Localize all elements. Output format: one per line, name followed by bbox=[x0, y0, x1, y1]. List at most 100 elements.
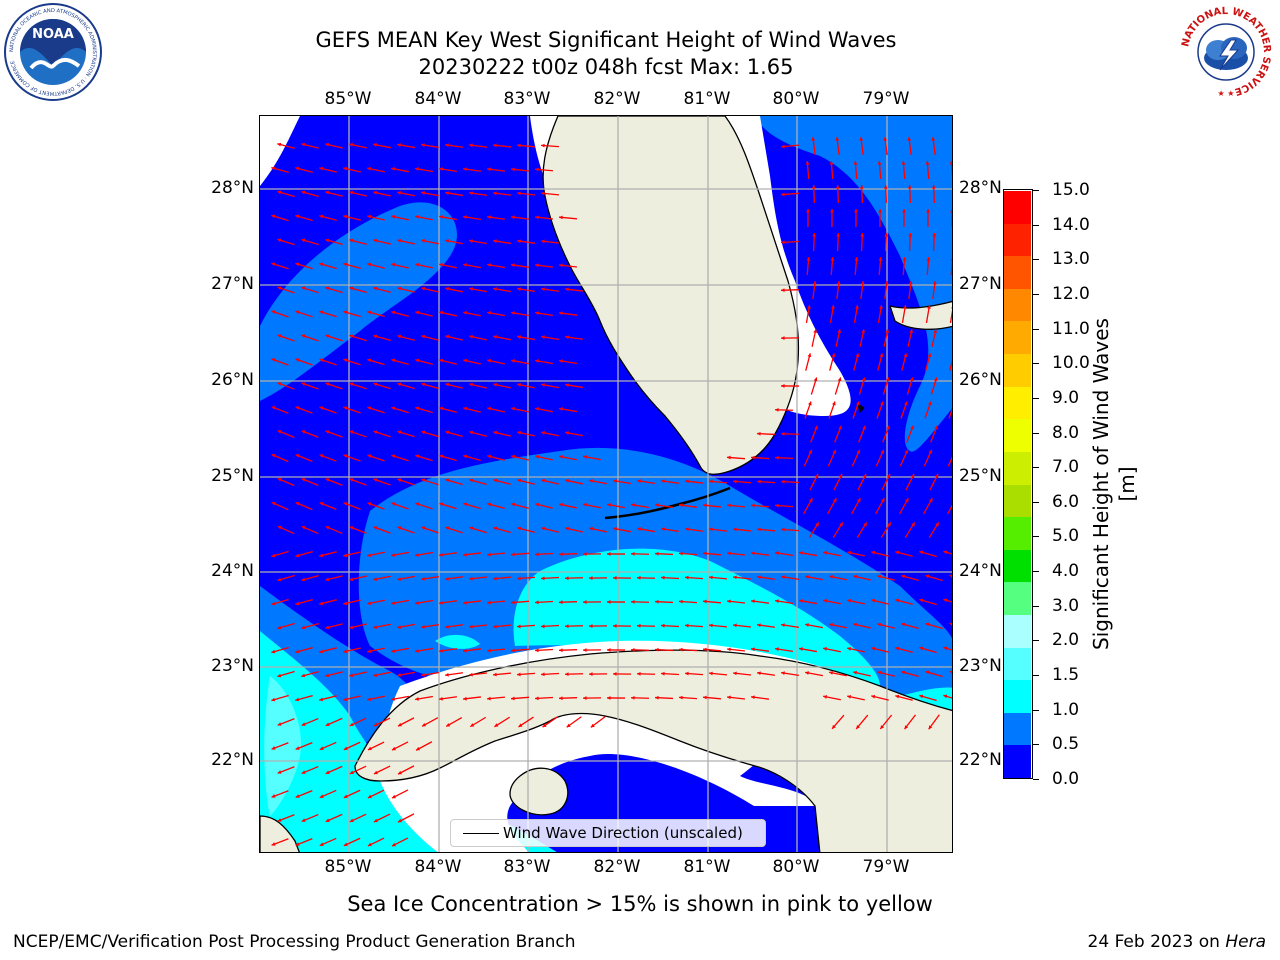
wind-wave-arrowhead bbox=[271, 358, 276, 362]
wind-wave-arrowhead bbox=[463, 215, 467, 220]
wind-wave-arrowhead bbox=[439, 648, 443, 653]
wind-wave-arrowhead bbox=[885, 329, 890, 334]
wind-wave-arrowhead bbox=[637, 671, 641, 676]
wind-wave-arrowhead bbox=[367, 502, 372, 506]
wind-wave-arrowhead bbox=[541, 287, 545, 292]
wind-wave-arrowhead bbox=[565, 672, 569, 677]
wind-wave-arrowhead bbox=[397, 526, 402, 530]
wind-wave-arrowhead bbox=[343, 454, 348, 458]
wind-wave-arrowhead bbox=[757, 479, 761, 484]
wind-wave-arrowhead bbox=[325, 430, 330, 434]
wind-wave-arrowhead bbox=[607, 696, 611, 700]
wind-wave-arrowhead bbox=[469, 478, 474, 483]
wind-wave-arrowhead bbox=[895, 598, 900, 603]
wind-wave-arrowhead bbox=[855, 353, 860, 358]
wind-wave-arrowhead bbox=[535, 454, 540, 459]
colorbar-tick-label: 15.0 bbox=[1052, 180, 1090, 200]
wind-wave-arrowhead bbox=[895, 550, 900, 555]
wind-wave-arrowhead bbox=[781, 575, 785, 580]
wind-wave-arrowhead bbox=[589, 624, 593, 628]
wind-wave-arrowhead bbox=[301, 286, 306, 291]
wind-wave-arrowhead bbox=[319, 794, 324, 798]
colorbar-segment bbox=[1004, 744, 1031, 778]
wind-wave-arrowhead bbox=[469, 624, 473, 629]
wind-wave-arrowhead bbox=[709, 527, 713, 532]
wind-wave-arrowhead bbox=[883, 137, 888, 141]
colorbar-tick-label: 0.5 bbox=[1052, 734, 1080, 755]
wind-wave-arrowhead bbox=[397, 143, 401, 147]
wind-wave-arrowhead bbox=[559, 359, 563, 364]
wind-wave-arrowhead bbox=[421, 430, 426, 435]
wind-wave-arrowhead bbox=[541, 526, 546, 531]
wind-wave-arrowhead bbox=[487, 454, 492, 459]
wind-wave-arrowhead bbox=[517, 335, 521, 339]
wind-wave-arrowhead bbox=[807, 305, 811, 309]
wind-wave-arrowhead bbox=[811, 185, 816, 189]
colorbar-tick-label: 11.0 bbox=[1052, 318, 1090, 339]
wind-wave-arrowhead bbox=[319, 601, 324, 606]
wind-wave-arrowhead bbox=[301, 478, 306, 482]
wind-wave-arrowhead bbox=[847, 598, 852, 603]
wind-wave-arrowhead bbox=[469, 143, 473, 148]
wind-wave-arrowhead bbox=[301, 382, 306, 386]
wind-wave-arrowhead bbox=[812, 233, 817, 237]
wind-wave-arrowhead bbox=[445, 287, 450, 291]
wind-wave-arrowhead bbox=[421, 286, 426, 291]
wind-wave-arrowhead bbox=[487, 696, 491, 701]
wind-wave-arrowhead bbox=[325, 722, 330, 726]
wind-wave-arrowhead bbox=[349, 238, 354, 243]
wind-wave-arrowhead bbox=[838, 425, 842, 430]
land-south bbox=[900, 806, 952, 852]
wind-wave-arrowhead bbox=[607, 503, 611, 507]
wind-wave-arrowhead bbox=[343, 746, 348, 751]
colorbar-segment bbox=[1004, 190, 1031, 224]
wind-wave-arrowhead bbox=[919, 646, 924, 651]
wind-wave-arrowhead bbox=[685, 479, 689, 484]
wind-wave-arrowhead bbox=[277, 382, 282, 386]
wind-wave-arrowhead bbox=[367, 310, 372, 315]
wind-wave-arrowhead bbox=[445, 239, 449, 243]
wind-wave-arrowhead bbox=[445, 478, 450, 483]
wind-wave-arrowhead bbox=[703, 599, 707, 604]
wind-wave-arrowhead bbox=[349, 142, 354, 147]
wind-wave-arrowhead bbox=[271, 454, 276, 458]
wind-wave-arrowhead bbox=[325, 818, 330, 822]
wind-wave-arrowhead bbox=[445, 430, 450, 435]
wind-wave-arrowhead bbox=[541, 431, 545, 435]
wind-wave-arrowhead bbox=[727, 503, 731, 508]
wind-wave-arrowhead bbox=[871, 694, 876, 699]
wind-wave-arrowhead bbox=[541, 624, 545, 629]
wind-wave-arrowhead bbox=[932, 281, 937, 285]
wind-wave-arrowhead bbox=[277, 286, 282, 291]
wind-wave-arrowhead bbox=[860, 233, 865, 237]
wind-wave-arrowhead bbox=[883, 185, 888, 189]
wind-wave-arrowhead bbox=[854, 209, 858, 213]
wind-wave-arrowhead bbox=[655, 551, 659, 556]
wind-wave-arrowhead bbox=[541, 576, 545, 581]
wind-wave-arrowhead bbox=[367, 601, 372, 605]
lon-label-top: 81°W bbox=[683, 89, 731, 109]
wind-wave-arrowhead bbox=[469, 287, 473, 291]
colorbar-segment bbox=[1004, 679, 1031, 713]
wind-wave-arrowhead bbox=[807, 353, 812, 358]
wind-wave-arrowhead bbox=[421, 334, 426, 339]
wind-wave-arrowhead bbox=[271, 166, 276, 171]
wind-wave-arrowhead bbox=[373, 478, 378, 482]
colorbar-tick-mark bbox=[1033, 432, 1039, 434]
wind-wave-arrowhead bbox=[703, 551, 707, 556]
wind-wave-arrowhead bbox=[836, 233, 841, 237]
wind-wave-arrowhead bbox=[727, 647, 731, 652]
wind-wave-arrowhead bbox=[856, 449, 860, 454]
wind-wave-arrowhead bbox=[837, 329, 842, 334]
wind-wave-arrowhead bbox=[565, 287, 569, 292]
wind-wave-arrowhead bbox=[397, 625, 401, 629]
wind-wave-arrowhead bbox=[871, 598, 876, 603]
wind-wave-arrowhead bbox=[559, 311, 563, 316]
wind-wave-arrowhead bbox=[421, 143, 425, 148]
colorbar-segment bbox=[1004, 614, 1031, 648]
wind-wave-arrowhead bbox=[733, 623, 737, 628]
wind-wave-arrowhead bbox=[463, 502, 468, 507]
wind-wave-arrowhead bbox=[421, 382, 426, 387]
wind-wave-arrowhead bbox=[925, 161, 930, 165]
wind-wave-arrowhead bbox=[832, 401, 836, 406]
